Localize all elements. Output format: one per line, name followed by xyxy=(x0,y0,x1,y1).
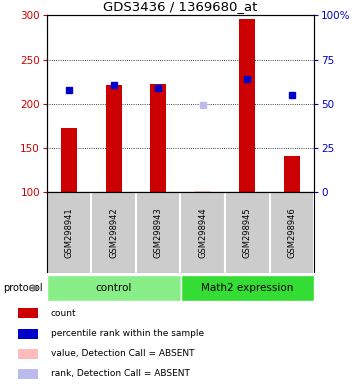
Bar xyxy=(18,349,38,359)
Title: GDS3436 / 1369680_at: GDS3436 / 1369680_at xyxy=(103,0,258,13)
Bar xyxy=(47,275,180,301)
Bar xyxy=(284,156,300,192)
Bar xyxy=(106,85,122,192)
Text: GSM298942: GSM298942 xyxy=(109,207,118,258)
Text: GSM298944: GSM298944 xyxy=(198,207,207,258)
Bar xyxy=(151,84,166,192)
Text: Math2 expression: Math2 expression xyxy=(201,283,293,293)
Text: control: control xyxy=(96,283,132,293)
Text: percentile rank within the sample: percentile rank within the sample xyxy=(51,329,204,338)
Text: GSM298943: GSM298943 xyxy=(154,207,163,258)
Text: rank, Detection Call = ABSENT: rank, Detection Call = ABSENT xyxy=(51,369,190,378)
Text: GSM298945: GSM298945 xyxy=(243,207,252,258)
Text: count: count xyxy=(51,309,76,318)
Text: GSM298941: GSM298941 xyxy=(65,207,74,258)
Bar xyxy=(18,329,38,339)
Bar xyxy=(18,369,38,379)
Bar xyxy=(180,275,314,301)
Text: value, Detection Call = ABSENT: value, Detection Call = ABSENT xyxy=(51,349,194,358)
Bar xyxy=(61,128,77,192)
Text: GSM298946: GSM298946 xyxy=(287,207,296,258)
Bar xyxy=(18,308,38,318)
Text: protocol: protocol xyxy=(4,283,43,293)
Bar xyxy=(195,191,210,192)
Bar xyxy=(239,19,255,192)
